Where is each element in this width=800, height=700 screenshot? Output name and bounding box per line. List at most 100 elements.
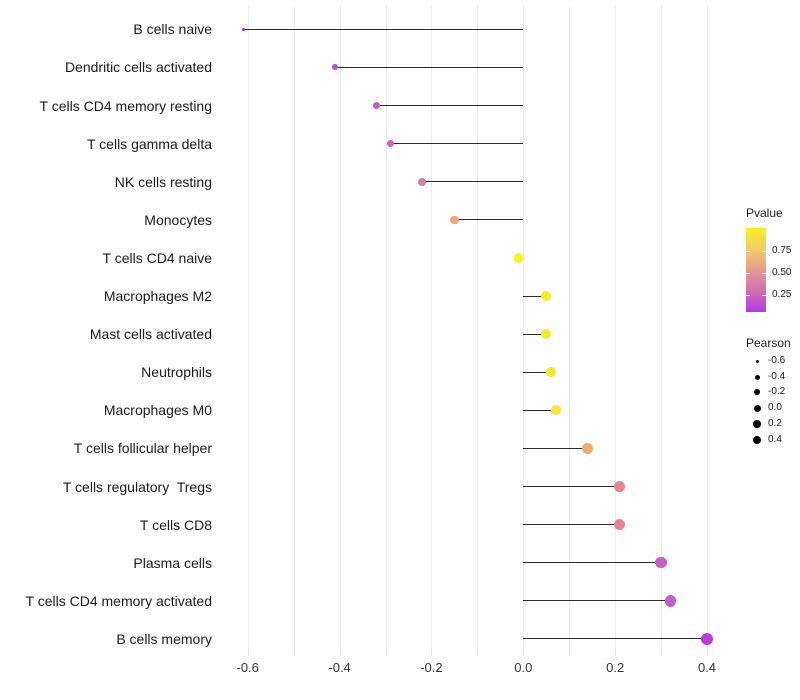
lollipop-stem: [523, 600, 671, 602]
x-axis-tick: [569, 650, 571, 656]
y-axis-label: T cells follicular helper: [73, 440, 212, 457]
y-axis-label: Plasma cells: [133, 554, 212, 571]
y-axis-label: Mast cells activated: [89, 326, 212, 343]
lollipop-dot: [450, 215, 459, 224]
pearson-size-key-label: -0.6: [768, 355, 786, 366]
gridline-x: [247, 6, 249, 650]
pearson-size-key-label: -0.2: [768, 386, 786, 397]
lollipop-stem: [335, 66, 524, 68]
lollipop-dot: [614, 519, 626, 531]
gridline-x: [569, 6, 571, 650]
pearson-size-key-dot: [752, 435, 762, 445]
gridline-x: [339, 6, 341, 650]
lollipop-stem: [422, 181, 524, 183]
pearson-size-key-dot: [754, 374, 760, 380]
lollipop-dot: [541, 291, 552, 301]
y-axis-label: T cells CD8: [139, 516, 212, 533]
pearson-size-key-label: -0.4: [768, 371, 786, 382]
gridline-x: [707, 6, 708, 650]
pvalue-tick-label: 0.25: [772, 289, 792, 300]
y-axis-label: T cells CD4 naive: [102, 249, 212, 266]
lollipop-stem: [523, 371, 551, 373]
lollipop-dot: [372, 102, 380, 109]
lollipop-dot: [550, 405, 561, 416]
lollipop-dot: [701, 632, 713, 645]
lollipop-dot: [614, 481, 626, 492]
y-axis-label: T cells regulatory Tregs: [62, 478, 212, 495]
lollipop-stem: [523, 638, 707, 640]
pearson-size-key-label: 0.4: [768, 434, 782, 445]
lollipop-dot: [545, 367, 556, 378]
pvalue-gradient-tick: [762, 250, 766, 252]
x-axis-tick: [293, 650, 295, 656]
pearson-size-key-label: 0.0: [768, 402, 782, 413]
pvalue-gradient-tick: [762, 295, 766, 296]
pvalue-gradient-tick: [746, 250, 750, 252]
pvalue-gradient-tick: [762, 272, 766, 274]
pearson-size-key-dot: [753, 420, 761, 428]
lollipop-stem: [523, 524, 620, 526]
pearson-legend-title: Pearson: [746, 336, 791, 350]
lollipop-dot: [332, 64, 338, 71]
y-axis-label: Dendritic cells activated: [64, 59, 212, 76]
gridline-x: [385, 6, 387, 650]
lollipop-dot: [241, 27, 245, 31]
pearson-size-key-dot: [755, 359, 759, 363]
gridline-x: [523, 6, 525, 650]
lollipop-dot: [418, 177, 427, 186]
lollipop-stem: [523, 295, 547, 297]
lollipop-dot: [582, 443, 593, 454]
pvalue-tick-label: 0.75: [772, 244, 792, 256]
lollipop-stem: [523, 562, 662, 564]
y-axis-label: Macrophages M0: [103, 402, 212, 419]
pearson-size-key-dot: [754, 389, 760, 395]
y-axis-label: T cells CD4 memory resting: [39, 97, 212, 114]
lollipop-stem: [454, 219, 524, 221]
x-axis-tick-label: 0.4: [697, 660, 717, 675]
x-axis-tick: [523, 650, 525, 656]
x-axis-tick-label: 0.0: [514, 660, 533, 675]
lollipop-stem: [390, 143, 524, 145]
y-axis-label: NK cells resting: [114, 173, 212, 190]
pvalue-legend-title: Pvalue: [746, 206, 783, 220]
x-axis-tick-label: -0.4: [328, 660, 351, 675]
gridline-x: [293, 6, 295, 650]
y-axis-label: B cells naive: [133, 21, 212, 38]
x-axis-tick: [339, 650, 341, 656]
pearson-size-key-dot: [753, 404, 761, 412]
lollipop-dot: [386, 140, 394, 148]
pvalue-gradient-bar: [746, 228, 766, 312]
y-axis-label: Neutrophils: [141, 364, 212, 381]
lollipop-stem: [523, 447, 588, 449]
x-axis-tick: [615, 650, 617, 656]
x-axis-tick: [477, 650, 479, 656]
lollipop-stem: [376, 105, 524, 106]
lollipop-stem: [243, 28, 524, 30]
x-axis-tick-label: 0.2: [606, 660, 625, 675]
pearson-size-key-label: 0.2: [768, 418, 782, 429]
y-axis-label: Macrophages M2: [103, 288, 212, 304]
y-axis-label: Monocytes: [144, 211, 212, 228]
x-axis-tick: [661, 650, 663, 656]
pvalue-gradient-tick: [746, 272, 750, 274]
y-axis-label: T cells CD4 memory activated: [25, 592, 212, 609]
lollipop-dot: [664, 595, 676, 607]
y-axis-label: B cells memory: [116, 630, 212, 647]
gridline-x: [431, 6, 433, 650]
gridline-x: [615, 6, 617, 650]
x-axis-tick: [385, 650, 387, 656]
lollipop-dot: [541, 329, 552, 340]
lollipop-stem: [523, 409, 556, 411]
x-axis-tick-label: -0.6: [236, 660, 259, 675]
x-axis-tick: [247, 650, 249, 656]
lollipop-stem: [523, 333, 547, 335]
lollipop-dot: [514, 253, 524, 263]
gridline-x: [477, 6, 479, 650]
x-axis-tick-label: -0.2: [420, 660, 443, 675]
lollipop-stem: [523, 486, 620, 487]
gridline-x: [661, 6, 663, 650]
y-axis-label: T cells gamma delta: [86, 135, 212, 152]
plot-panel: [220, 6, 732, 650]
x-axis-tick: [431, 650, 433, 656]
